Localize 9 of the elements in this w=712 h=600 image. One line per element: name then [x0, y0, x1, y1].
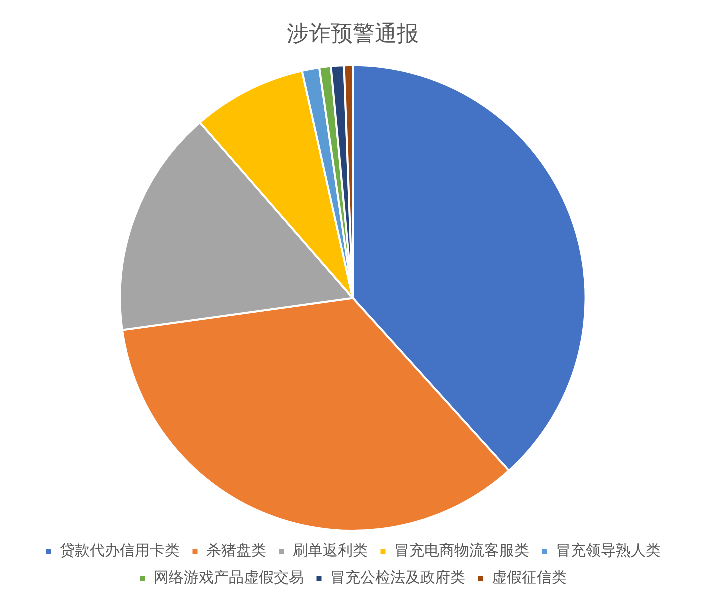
legend-label: 冒充公检法及政府类	[330, 568, 466, 586]
legend-label: 冒充领导熟人类	[556, 541, 661, 560]
legend-label: 刷单返利类	[292, 541, 368, 560]
legend-label: 贷款代办信用卡类	[60, 541, 180, 560]
legend-label: 杀猪盘类	[206, 541, 266, 560]
chart-title: 涉诈预警通报	[287, 22, 419, 47]
legend-label: 冒充电商物流客服类	[394, 541, 530, 560]
legend-label: 网络游戏产品虚假交易	[154, 568, 304, 586]
legend-label: 虚假征信类	[492, 568, 567, 586]
